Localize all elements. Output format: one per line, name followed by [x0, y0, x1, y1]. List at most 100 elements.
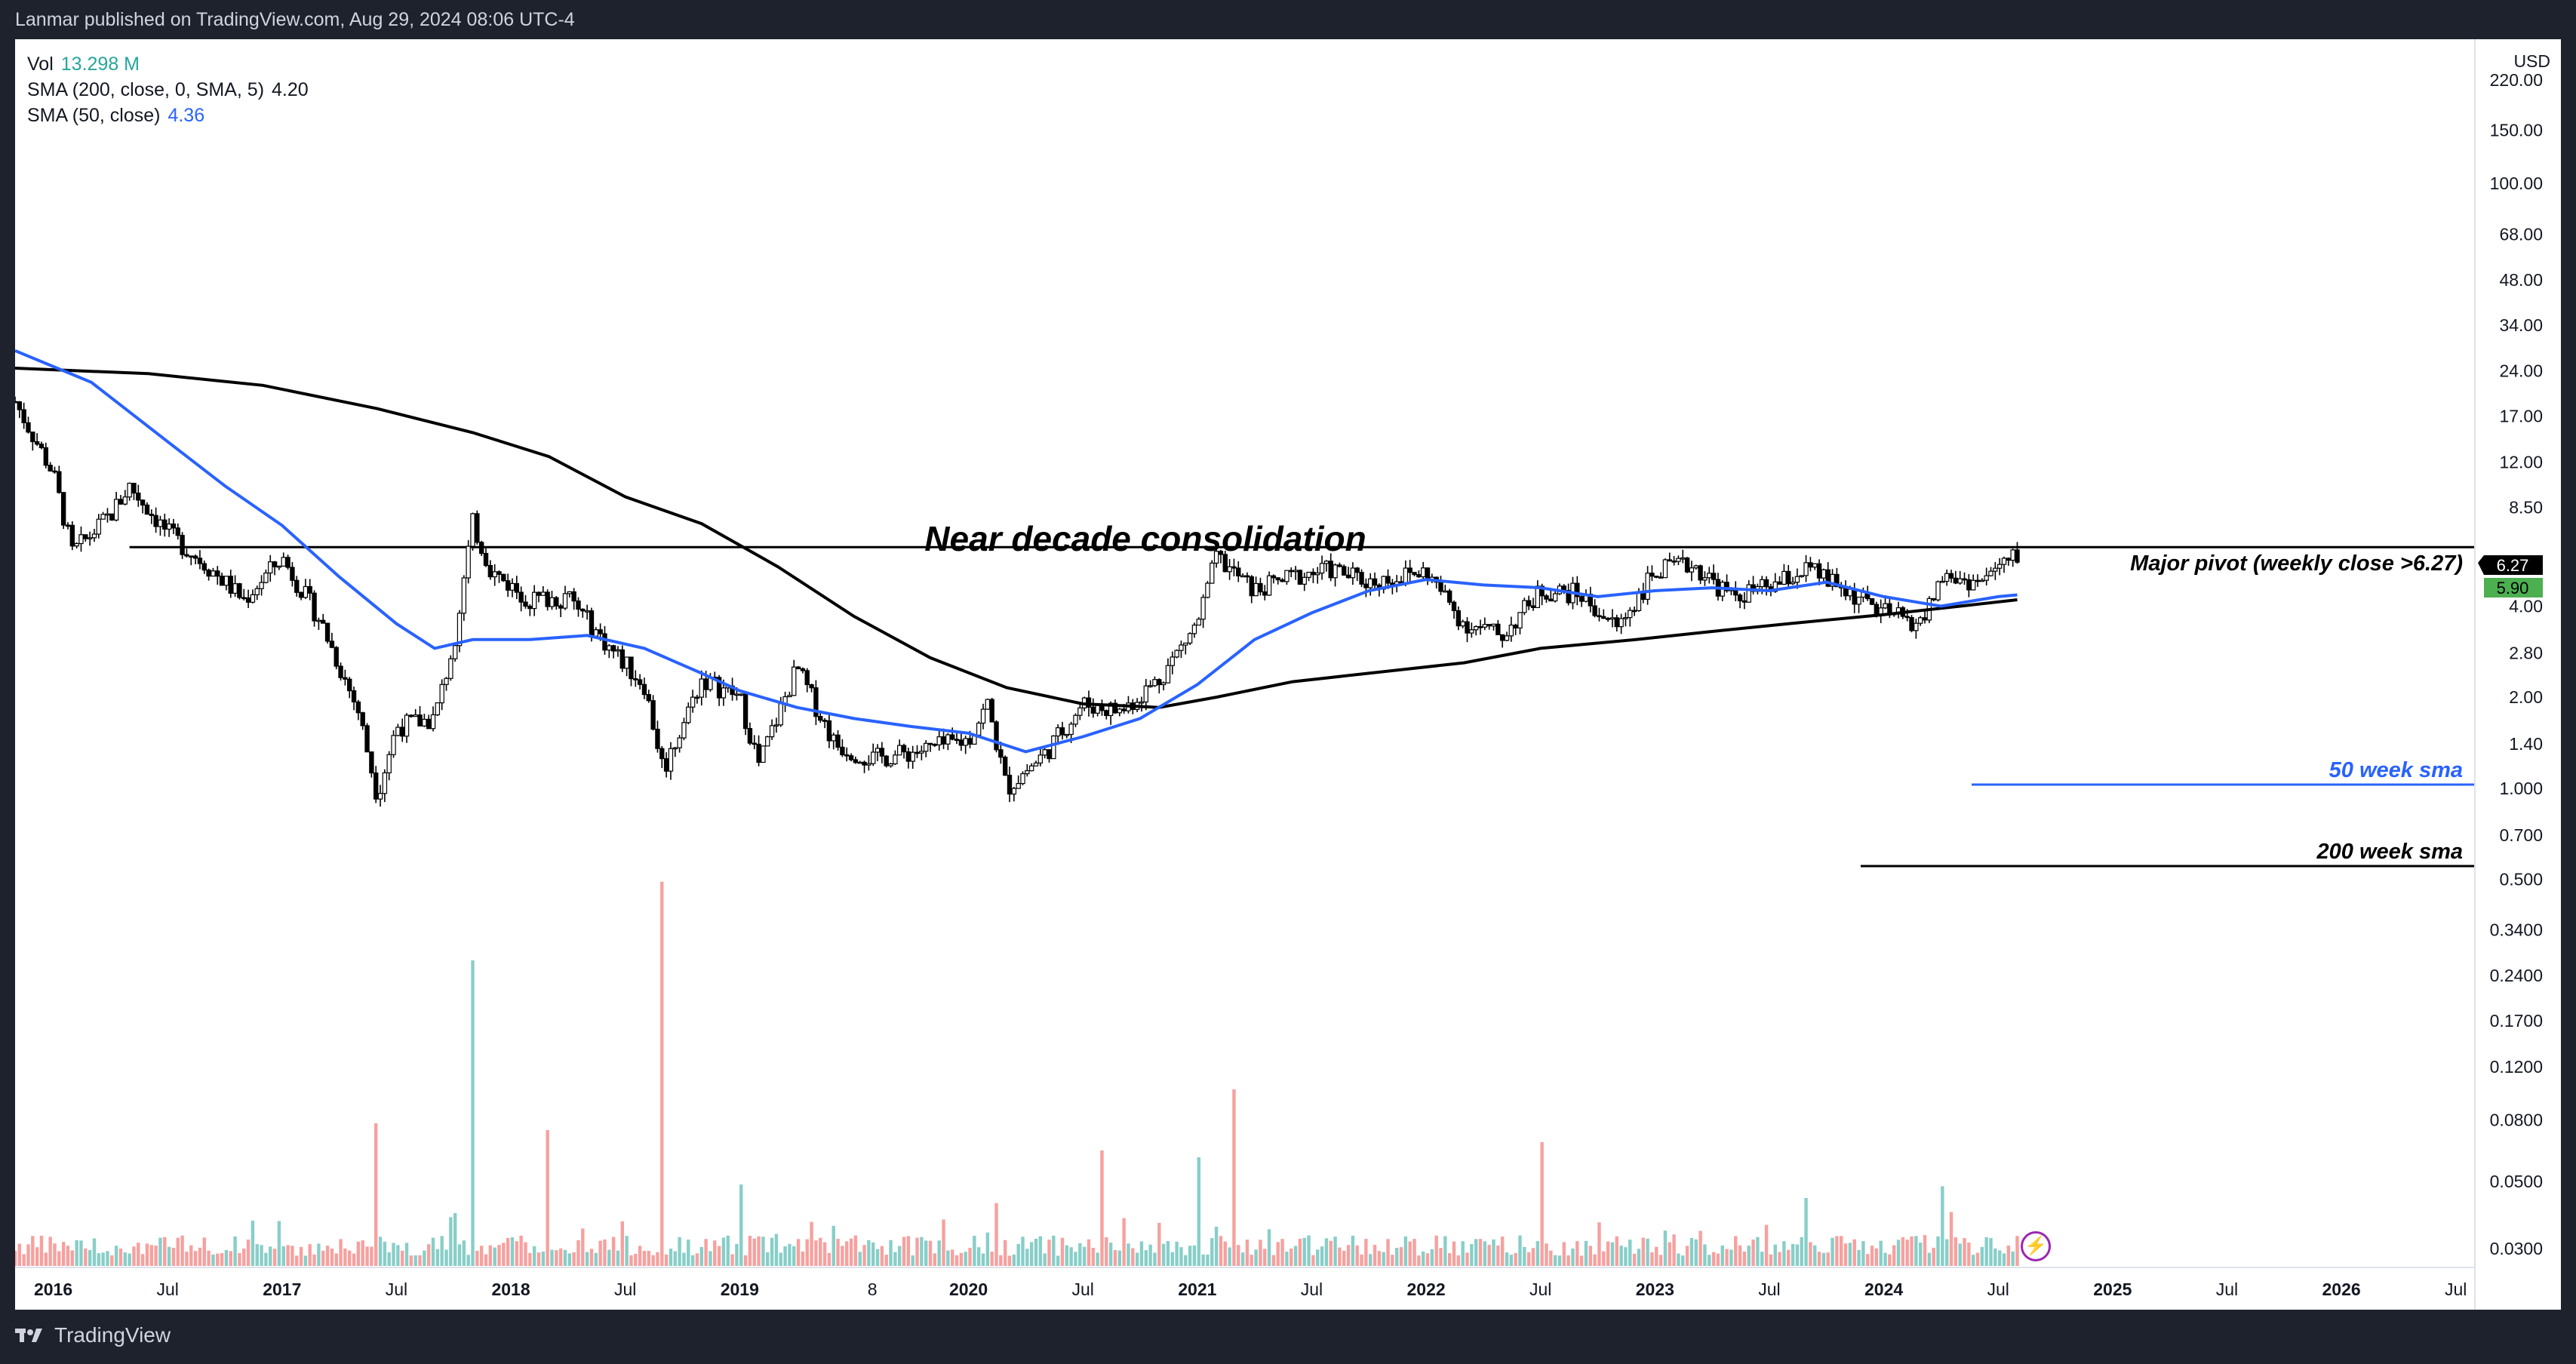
volume-bar: [1197, 1157, 1200, 1266]
volume-bar: [26, 1244, 30, 1266]
chart-area[interactable]: Near decade consolidation Major pivot (w…: [15, 39, 2561, 1310]
candle: [576, 597, 581, 617]
candle: [1025, 763, 1030, 777]
candle: [1051, 735, 1056, 760]
volume-bar: [401, 1250, 404, 1266]
candle: [985, 699, 991, 710]
volume-bar: [101, 1252, 105, 1266]
volume-bar: [53, 1243, 57, 1266]
candle: [1047, 749, 1052, 763]
volume-bar: [167, 1246, 171, 1266]
legend-sma200[interactable]: SMA (200, close, 0, SMA, 5) 4.20: [27, 77, 309, 103]
volume-bar: [1553, 1255, 1557, 1266]
volume-bar: [607, 1249, 611, 1266]
volume-bar: [805, 1239, 809, 1266]
candle: [1055, 724, 1061, 745]
volume-bar: [1364, 1239, 1368, 1266]
volume-bar: [1016, 1243, 1020, 1266]
volume-bar: [31, 1236, 35, 1266]
candle: [1434, 576, 1439, 589]
lightning-icon[interactable]: ⚡: [2021, 1231, 2051, 1261]
candle: [1623, 612, 1628, 627]
tradingview-brand[interactable]: TradingView: [15, 1323, 171, 1347]
volume-bar: [39, 1235, 44, 1266]
candle: [60, 492, 66, 530]
candle: [158, 515, 163, 536]
volume-bar: [1161, 1243, 1166, 1266]
volume-bar: [84, 1248, 88, 1266]
volume-bar: [1456, 1255, 1461, 1266]
volume-bar: [1584, 1240, 1588, 1266]
candle: [241, 588, 247, 601]
candle: [1016, 775, 1021, 789]
candle: [197, 550, 203, 570]
candle: [1350, 562, 1356, 585]
candle: [48, 462, 53, 472]
candle: [118, 495, 124, 505]
candle: [1522, 598, 1527, 616]
volume-bar: [440, 1236, 444, 1266]
candle: [254, 585, 260, 601]
volume-bar: [1689, 1237, 1694, 1266]
candle: [1517, 612, 1523, 634]
candle: [15, 396, 18, 404]
candle: [655, 720, 660, 753]
candle: [461, 575, 467, 621]
volume-bar: [475, 1250, 479, 1266]
candle: [1658, 572, 1664, 579]
candle: [1575, 576, 1580, 606]
candle: [1684, 557, 1690, 573]
candle: [223, 576, 229, 591]
candle: [1139, 696, 1145, 712]
volume-bar: [202, 1237, 206, 1266]
legend-vol[interactable]: Vol 13.298 M: [27, 51, 309, 77]
legend-sma50[interactable]: SMA (50, close) 4.36: [27, 103, 309, 128]
volume-bar: [774, 1233, 779, 1266]
candle: [1914, 619, 1919, 639]
volume-bar: [1751, 1240, 1755, 1266]
time-tick-13: Jul: [1529, 1280, 1551, 1299]
candle: [761, 745, 766, 763]
legend-vol-label: Vol: [27, 54, 54, 75]
candle: [2010, 548, 2015, 567]
volume-bar: [1936, 1236, 1940, 1266]
candle: [1799, 575, 1804, 578]
volume-bar: [519, 1235, 523, 1266]
candle: [699, 670, 704, 706]
volume-bar: [1210, 1238, 1214, 1266]
candle: [263, 569, 269, 584]
candle: [1183, 642, 1188, 655]
candle: [144, 502, 150, 515]
volume-bar: [889, 1240, 893, 1266]
candle: [1513, 623, 1518, 635]
candle: [1856, 596, 1861, 613]
price-chart[interactable]: Near decade consolidation Major pivot (w…: [15, 39, 2561, 1310]
volume-bar: [1179, 1247, 1183, 1266]
volume-bar: [220, 1253, 224, 1266]
candle: [1293, 566, 1299, 580]
volume-bar: [2006, 1245, 2011, 1266]
volume-bar: [140, 1254, 145, 1266]
tradingview-logo-icon: [15, 1329, 42, 1342]
candle: [835, 730, 841, 751]
candle: [809, 684, 814, 693]
volume-bar: [550, 1249, 554, 1266]
volume-bar: [70, 1250, 75, 1266]
volume-bar: [678, 1237, 681, 1266]
candle: [936, 730, 942, 751]
volume-bar: [682, 1252, 686, 1266]
candle: [1117, 708, 1122, 717]
candle: [1526, 595, 1532, 610]
volume-bar: [585, 1252, 589, 1266]
volume-bar: [352, 1253, 356, 1266]
volume-bar: [1764, 1224, 1769, 1266]
volume-bar: [598, 1240, 602, 1266]
volume-bar: [1505, 1252, 1509, 1266]
candle: [1843, 580, 1849, 601]
time-tick-6: 2019: [721, 1280, 759, 1299]
currency-label[interactable]: USD: [2513, 51, 2550, 71]
volume-bar: [1747, 1246, 1751, 1266]
volume-bar: [423, 1250, 426, 1266]
candle: [136, 484, 141, 507]
candle: [1917, 616, 1923, 626]
